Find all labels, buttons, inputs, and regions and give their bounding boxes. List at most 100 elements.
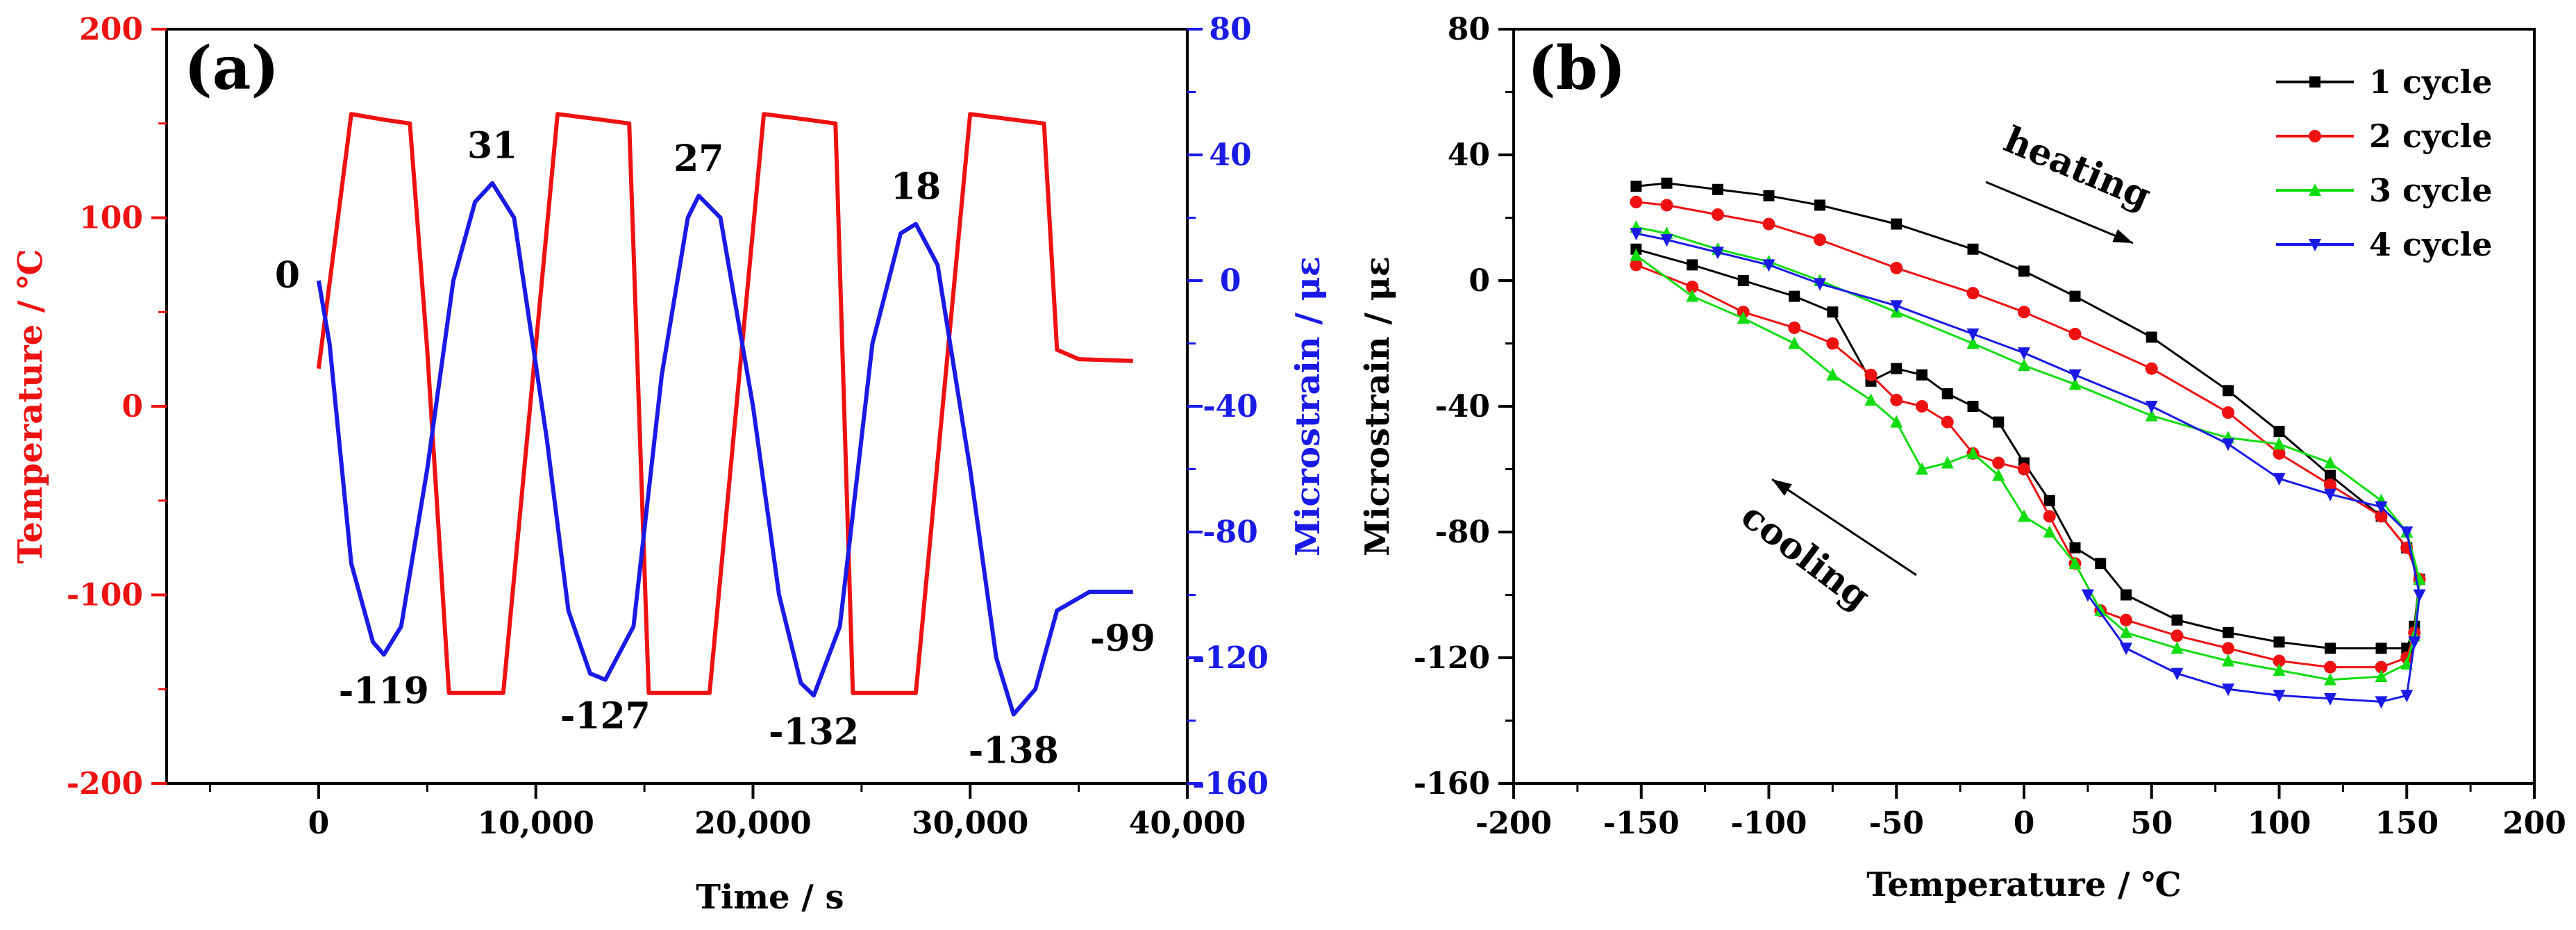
panel-a-x-axis-label: Time / s xyxy=(696,878,844,917)
data-point xyxy=(2273,663,2286,676)
cooling-arrowhead xyxy=(1772,479,1792,496)
data-point xyxy=(1789,290,1800,302)
microstrain-line xyxy=(316,181,1133,717)
data-point xyxy=(1814,199,1825,211)
panel-b-y-axis-label: Microstrain / με xyxy=(1358,256,1397,556)
data-point xyxy=(2018,463,2030,476)
cooling-arrow xyxy=(1771,478,1917,576)
data-point xyxy=(2324,488,2336,501)
data-point xyxy=(1737,275,1749,286)
data-point xyxy=(1630,228,1643,241)
heating-arrow xyxy=(1985,181,2134,244)
panel-a-left-y-axis-label: Temperature / ℃ xyxy=(11,249,50,563)
data-point xyxy=(2273,473,2286,486)
data-point xyxy=(1762,217,1775,231)
data-point xyxy=(2375,642,2387,654)
panel-b: -200 -150 -100 -50 0 50 100 150 200 -160 -120 -80 -4… xyxy=(1358,12,2566,904)
data-point xyxy=(2068,327,2082,340)
data-point xyxy=(2121,589,2132,601)
panel-a-value-label: 0 xyxy=(275,254,300,297)
legend-marker xyxy=(2309,76,2320,88)
data-point xyxy=(2325,642,2336,654)
legend-marker xyxy=(2309,183,2321,196)
heating-arrowhead xyxy=(2112,229,2133,243)
data-point xyxy=(1916,462,1928,475)
data-point xyxy=(1967,243,1979,255)
data-point xyxy=(2324,456,2336,469)
panel-a-right-y-tick-label: -160 xyxy=(1192,766,1269,802)
data-point xyxy=(1992,468,2005,481)
cooling-label: cooling xyxy=(1733,495,1877,618)
panel-a-value-label: -138 xyxy=(969,729,1059,772)
panel-a-right-y-tick-label: -40 xyxy=(1203,389,1258,424)
panel-b-x-tick-label: 0 xyxy=(2014,806,2035,841)
panel-b-x-tick-label: -200 xyxy=(1475,806,1552,841)
data-point xyxy=(1788,321,1801,334)
data-point xyxy=(2043,510,2056,523)
data-point xyxy=(1890,393,1903,406)
data-point xyxy=(1993,416,2005,428)
data-point xyxy=(2273,447,2286,460)
panel-b-x-tick-label: -150 xyxy=(1603,806,1680,841)
data-point xyxy=(2223,385,2234,397)
data-point xyxy=(2068,369,2082,382)
data-point xyxy=(1966,287,1980,300)
data-point xyxy=(1966,446,1980,459)
panel-b-x-tick-label: 50 xyxy=(2130,806,2173,841)
panel-b-y-tick-label: -120 xyxy=(1414,640,1490,676)
data-point xyxy=(1864,392,1877,406)
data-point xyxy=(2324,692,2336,706)
series-1-cycle xyxy=(1630,177,2425,654)
data-point xyxy=(1826,337,1839,350)
data-point xyxy=(1630,248,1643,261)
panel-a-left-y-tick-label: -100 xyxy=(67,578,143,613)
data-point xyxy=(2095,558,2107,570)
data-point xyxy=(1941,388,1953,399)
panel-a-right-y-tick-label: -120 xyxy=(1192,640,1269,676)
panel-b-y-tick-label: 80 xyxy=(1448,12,1490,47)
data-point xyxy=(2145,362,2158,375)
series-line xyxy=(1635,182,2421,649)
data-point xyxy=(1916,369,1927,381)
data-point xyxy=(2018,509,2030,522)
data-point xyxy=(2018,306,2030,319)
data-point xyxy=(2400,657,2414,670)
panel-b-y-tick-label: -80 xyxy=(1435,515,1491,550)
panel-a-x-tick-label: 40,000 xyxy=(1129,806,1246,841)
data-point xyxy=(1630,195,1643,208)
panel-b-label: (b) xyxy=(1528,33,1626,103)
legend-item: 2 cycle xyxy=(2276,117,2493,155)
data-point xyxy=(1712,208,1724,221)
panel-a-right-y-tick-label: -80 xyxy=(1203,515,1258,550)
data-point xyxy=(2146,331,2157,343)
heating-annotation: heating xyxy=(1985,118,2157,244)
panel-b-y-tick-label: -160 xyxy=(1414,766,1490,802)
legend-marker xyxy=(2309,130,2321,142)
series-3-cycle xyxy=(1630,220,2426,686)
data-point xyxy=(2375,501,2388,514)
legend-label: 1 cycle xyxy=(2369,63,2493,101)
data-point xyxy=(1737,311,1750,324)
data-point xyxy=(2375,661,2388,674)
panel-b-legend: 1 cycle 2 cycle 3 cycle 4 cycle xyxy=(2276,63,2493,263)
data-point xyxy=(1966,328,1980,341)
data-point xyxy=(1864,368,1877,381)
data-point xyxy=(2273,636,2285,648)
data-point xyxy=(2018,358,2030,372)
data-point xyxy=(2171,641,2184,654)
data-point xyxy=(1891,363,1902,374)
panel-a-right-y-tick-label: 40 xyxy=(1209,138,1251,173)
data-point xyxy=(2120,625,2132,638)
panel-a-right-y-tick-label: 80 xyxy=(1209,12,1251,47)
data-point xyxy=(2171,614,2183,626)
data-point xyxy=(2081,589,2094,602)
panel-a-x-tick-label: 20,000 xyxy=(694,806,811,841)
panel-a-value-label: -119 xyxy=(339,670,429,712)
data-point xyxy=(1660,234,1673,247)
data-point xyxy=(1686,281,1699,294)
data-point xyxy=(2375,510,2388,523)
data-point xyxy=(1966,336,1980,349)
data-point xyxy=(1916,400,1928,413)
legend-item: 1 cycle xyxy=(2276,63,2493,101)
data-point xyxy=(2069,290,2081,302)
